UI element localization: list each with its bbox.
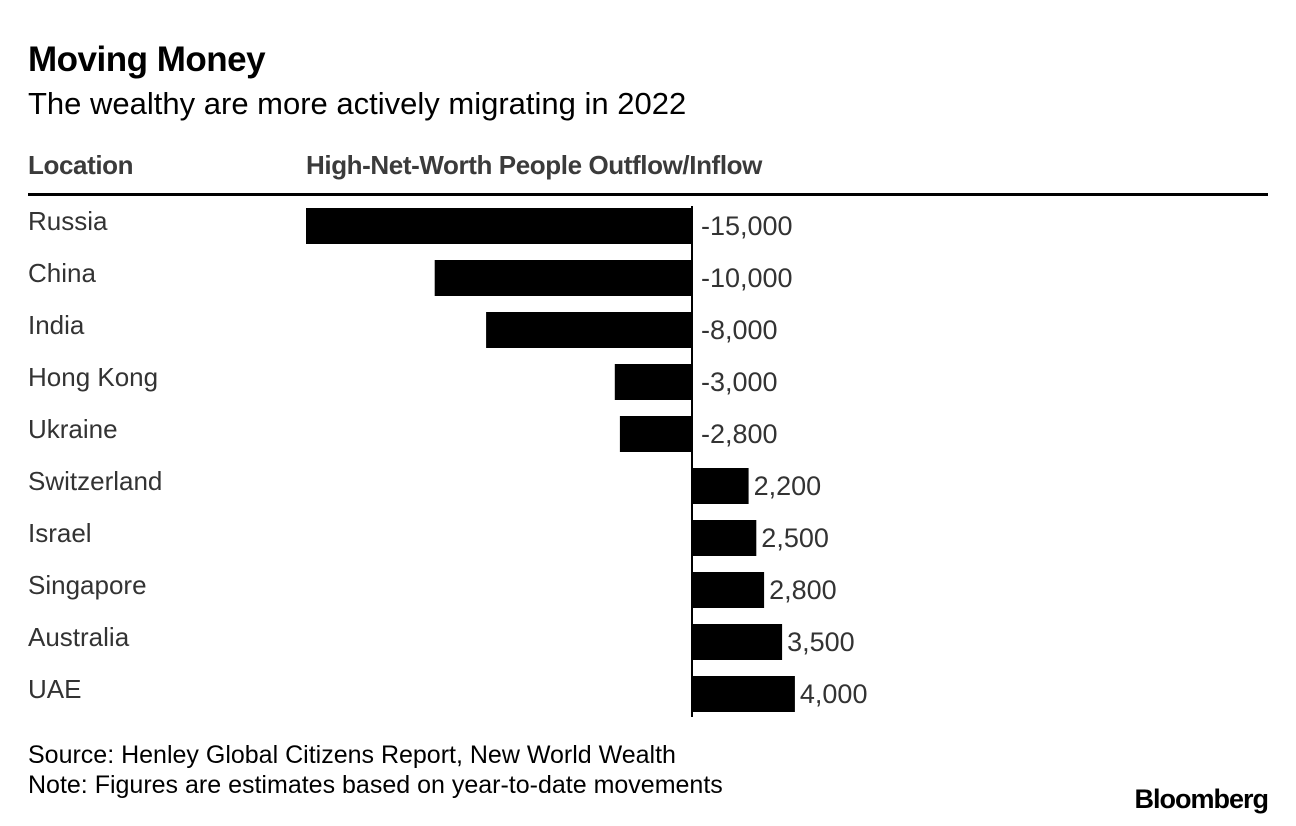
chart-title: Moving Money [28,40,266,79]
bar [619,416,692,452]
bar [306,208,692,244]
bar [692,572,765,608]
chart-subtitle: The wealthy are more actively migrating … [28,86,687,121]
category-label: Hong Kong [28,362,158,392]
value-label: -8,000 [701,315,778,345]
category-label: Ukraine [28,414,118,444]
value-column-header: High-Net-Worth People Outflow/Inflow [306,150,762,180]
value-label: -10,000 [701,263,793,293]
category-label: UAE [28,674,81,704]
category-label: Australia [28,622,130,652]
bar [692,624,783,660]
bar-rows: Russia -15,000 China -10,000 India -8,000 Hong… [28,206,867,712]
value-label: 2,500 [761,523,829,553]
category-label: Israel [28,518,92,548]
value-label: -3,000 [701,367,778,397]
bar [434,260,692,296]
value-label: 2,800 [769,575,837,605]
bar [692,676,795,712]
value-label: 3,500 [787,627,855,657]
value-label: -2,800 [701,419,778,449]
footnote: Note: Figures are estimates based on yea… [28,771,723,799]
category-label: India [28,310,85,340]
bar [692,520,757,556]
category-label: China [28,258,96,288]
location-column-header: Location [28,150,134,180]
category-label: Russia [28,206,108,236]
value-label: 4,000 [800,679,868,709]
bar [614,364,692,400]
bloomberg-logo: Bloomberg [1134,784,1269,814]
category-label: Switzerland [28,466,162,496]
value-label: 2,200 [754,471,822,501]
category-label: Singapore [28,570,147,600]
bar [486,312,692,348]
source-note: Source: Henley Global Citizens Report, N… [28,741,676,769]
header-divider [28,193,1268,196]
bar [692,468,749,504]
value-label: -15,000 [701,211,793,241]
